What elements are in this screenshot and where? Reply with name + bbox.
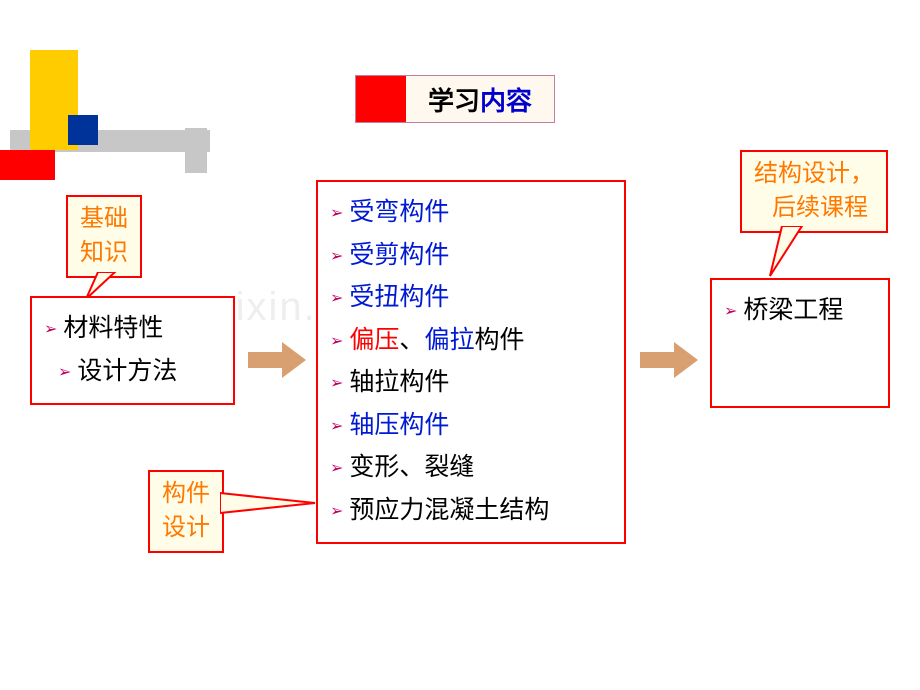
decor-bar bbox=[185, 128, 207, 173]
bullet-icon: ➢ bbox=[330, 243, 343, 270]
list-item-text: 预应力混凝土结构 bbox=[349, 497, 549, 524]
title-part2: 内容 bbox=[480, 81, 532, 118]
bullet-icon: ➢ bbox=[330, 200, 343, 227]
list-item: ➢变形、裂缝 bbox=[330, 447, 612, 490]
callout-struct-tail bbox=[762, 226, 822, 281]
decor-bar bbox=[0, 150, 55, 180]
bullet-icon: ➢ bbox=[44, 316, 57, 343]
title-part1: 学习 bbox=[428, 81, 480, 118]
list-item: ➢偏压、偏拉构件 bbox=[330, 320, 612, 363]
list-item: ➢轴拉构件 bbox=[330, 362, 612, 405]
callout-struct-line1: 结构设计， bbox=[754, 158, 874, 192]
list-item: ➢预应力混凝土结构 bbox=[330, 490, 612, 533]
list-item: ➢受弯构件 bbox=[330, 192, 612, 235]
bullet-icon: ➢ bbox=[330, 328, 343, 355]
bullet-icon: ➢ bbox=[330, 498, 343, 525]
list-item: ➢受剪构件 bbox=[330, 235, 612, 278]
right-box: ➢桥梁工程 bbox=[710, 278, 890, 408]
callout-comp: 构件 设计 bbox=[148, 470, 224, 553]
bullet-icon: ➢ bbox=[724, 298, 737, 325]
title-box: 学习内容 bbox=[355, 75, 555, 123]
bullet-icon: ➢ bbox=[330, 413, 343, 440]
arrow-left-to-mid bbox=[248, 342, 308, 378]
list-item: ➢受扭构件 bbox=[330, 277, 612, 320]
list-item-text: 受扭构件 bbox=[349, 284, 449, 311]
bullet-icon: ➢ bbox=[330, 370, 343, 397]
list-item-text: 偏压 bbox=[349, 327, 399, 354]
list-item-text: 受剪构件 bbox=[349, 242, 449, 269]
left-box: ➢材料特性➢设计方法 bbox=[30, 296, 235, 405]
list-item-text: 设计方法 bbox=[77, 358, 177, 385]
list-item: ➢轴压构件 bbox=[330, 405, 612, 448]
callout-comp-tail bbox=[220, 488, 320, 528]
list-item-text: 桥梁工程 bbox=[743, 297, 843, 324]
list-item-text: 构件 bbox=[474, 327, 524, 354]
callout-struct: 结构设计， 后续课程 bbox=[740, 150, 888, 233]
title-text: 学习内容 bbox=[406, 76, 554, 122]
bullet-icon: ➢ bbox=[330, 455, 343, 482]
bullet-icon: ➢ bbox=[58, 359, 71, 386]
decor-bar bbox=[68, 115, 98, 145]
list-item-text: 轴拉构件 bbox=[349, 369, 449, 396]
callout-comp-line1: 构件 bbox=[162, 478, 210, 512]
list-item: ➢材料特性 bbox=[44, 308, 221, 351]
callout-basic-line1: 基础 bbox=[80, 203, 128, 237]
list-item: ➢设计方法 bbox=[44, 351, 221, 394]
callout-struct-line2: 后续课程 bbox=[754, 192, 874, 226]
mid-box: ➢受弯构件➢受剪构件➢受扭构件➢偏压、偏拉构件➢轴拉构件➢轴压构件➢变形、裂缝➢… bbox=[316, 180, 626, 544]
list-item-text: 变形、裂缝 bbox=[349, 454, 474, 481]
callout-basic: 基础 知识 bbox=[66, 195, 142, 278]
callout-basic-line2: 知识 bbox=[80, 237, 128, 271]
bullet-icon: ➢ bbox=[330, 285, 343, 312]
list-item-text: 轴压构件 bbox=[349, 412, 449, 439]
arrow-mid-to-right bbox=[640, 342, 700, 378]
list-item-text: 受弯构件 bbox=[349, 199, 449, 226]
title-red-square bbox=[356, 76, 406, 122]
callout-comp-line2: 设计 bbox=[162, 512, 210, 546]
list-item-text: 材料特性 bbox=[63, 315, 163, 342]
list-item-text: 、 bbox=[399, 327, 424, 354]
list-item: ➢桥梁工程 bbox=[724, 290, 876, 333]
list-item-text: 偏拉 bbox=[424, 327, 474, 354]
